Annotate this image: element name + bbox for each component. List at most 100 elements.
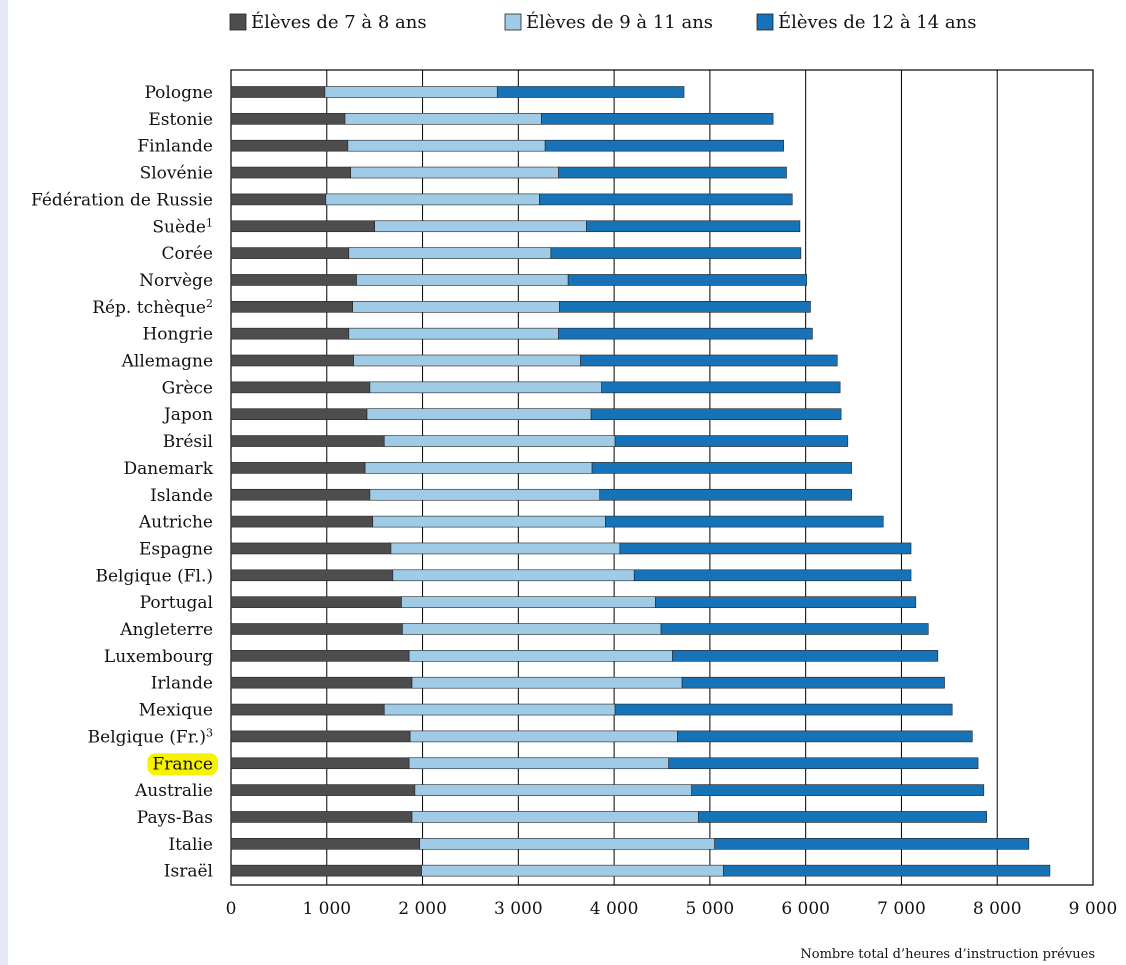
bar-segment xyxy=(691,784,985,796)
legend-item: Élèves de 7 à 8 ans xyxy=(229,10,427,33)
bar-segment xyxy=(369,381,602,394)
bar-segment xyxy=(558,166,787,179)
category-label: Israël xyxy=(164,862,213,882)
bar-segment xyxy=(350,166,559,179)
bar-segment xyxy=(614,435,849,447)
bar-segment xyxy=(230,408,368,421)
highlight-marker xyxy=(147,753,218,776)
bar-segment xyxy=(369,488,601,501)
bar-segment xyxy=(411,811,699,823)
bar-segment xyxy=(390,542,621,555)
category-label: Norvège xyxy=(139,271,213,291)
bar-segment xyxy=(324,86,498,98)
category-label-text: Portugal xyxy=(140,593,213,613)
category-label: Australie xyxy=(134,781,213,801)
bar-segment xyxy=(544,139,784,152)
bar-segment xyxy=(230,703,385,716)
x-tick-label: 9 000 xyxy=(1069,899,1118,919)
category-label: Islande xyxy=(150,486,213,506)
bar-segment xyxy=(230,327,350,340)
bar-segment xyxy=(230,354,354,367)
x-axis-label: Nombre total d’heures d’instruction prév… xyxy=(800,947,1095,962)
category-label-text: Danemark xyxy=(124,459,214,479)
x-tick-label: 6 000 xyxy=(781,899,830,919)
x-tick-label: 3 000 xyxy=(494,899,543,919)
bar-segment xyxy=(348,327,559,340)
bar-segment xyxy=(681,676,945,689)
category-label-text: Espagne xyxy=(139,539,213,559)
category-label-footnote: 1 xyxy=(206,216,213,229)
bar-segment xyxy=(411,676,683,689)
category-label: Fédération de Russie xyxy=(31,190,213,210)
bar-segment xyxy=(374,220,587,233)
bar-segment xyxy=(654,596,917,608)
category-label: Rép. tchèque2 xyxy=(92,296,213,318)
legend-label: Élèves de 9 à 11 ans xyxy=(526,10,713,33)
bar-segment xyxy=(383,703,616,716)
category-label: Luxembourg xyxy=(104,647,213,667)
bar-segment xyxy=(230,113,346,125)
bar-segment xyxy=(383,435,616,447)
category-label-text: Brésil xyxy=(163,432,213,452)
bar-segment xyxy=(230,650,410,662)
category-label-text: Rép. tchèque xyxy=(92,298,206,318)
bar-segment xyxy=(347,139,546,152)
category-label-text: Grèce xyxy=(162,378,213,398)
bar-segment xyxy=(230,837,420,850)
category-label-footnote: 2 xyxy=(206,296,213,309)
category-label: Slovénie xyxy=(140,164,213,184)
category-label-text: Islande xyxy=(150,486,213,506)
bar-segment xyxy=(230,569,394,582)
bar-segment xyxy=(353,354,581,367)
bar-segment xyxy=(352,300,560,313)
category-label: Japon xyxy=(162,405,213,425)
category-label-text: Australie xyxy=(134,781,213,801)
bar-segment xyxy=(372,515,606,528)
bar-segment xyxy=(672,650,939,662)
bar-segment xyxy=(599,488,852,501)
category-label: Corée xyxy=(162,244,214,264)
bar-segment xyxy=(325,193,540,206)
bar-segment xyxy=(558,327,813,340)
bar-segment xyxy=(230,193,327,206)
bar-segment xyxy=(230,86,326,98)
plot-frame xyxy=(230,69,1094,886)
bar-segment xyxy=(633,569,912,582)
legend-swatch xyxy=(229,13,247,31)
category-label-text: Estonie xyxy=(148,110,213,130)
bar-segment xyxy=(230,730,411,743)
x-tick-label: 8 000 xyxy=(973,899,1022,919)
category-label: Allemagne xyxy=(121,352,213,372)
bar-segment xyxy=(230,488,371,501)
legend-label: Élèves de 7 à 8 ans xyxy=(251,10,427,33)
bar-segment xyxy=(230,300,353,313)
x-axis: 0 1 000 2 000 3 000 4 000 5 000 6 000 7 000 8 00… xyxy=(226,899,1118,962)
bar-segment xyxy=(230,515,374,528)
bar-segment xyxy=(722,864,1051,877)
legend-label: Élèves de 12 à 14 ans xyxy=(778,10,977,33)
category-label: Estonie xyxy=(148,110,213,130)
bar-segment xyxy=(230,435,385,447)
bar-segment xyxy=(414,784,692,796)
category-label: Italie xyxy=(168,835,213,855)
x-tick-label: 0 xyxy=(226,899,237,919)
bar-segment xyxy=(356,274,569,286)
category-label-text: Mexique xyxy=(139,701,213,721)
category-label-footnote: 3 xyxy=(206,726,213,739)
bar-segment xyxy=(698,811,987,823)
bar-segment xyxy=(230,542,392,555)
category-label-text: Corée xyxy=(162,244,214,264)
category-label: Angleterre xyxy=(119,620,213,640)
bar-segment xyxy=(586,220,801,233)
x-tick-label: 4 000 xyxy=(590,899,639,919)
bar-segment xyxy=(421,864,724,877)
bar-segment xyxy=(539,193,793,206)
bar-segment xyxy=(230,811,413,823)
bar-segment xyxy=(344,113,542,125)
category-label: Mexique xyxy=(139,701,213,721)
category-label-text: Hongrie xyxy=(142,325,213,345)
category-label-text: Allemagne xyxy=(121,352,213,372)
bar-segment xyxy=(401,596,656,608)
category-label-text: Autriche xyxy=(138,513,213,533)
bar-segment xyxy=(668,757,979,770)
